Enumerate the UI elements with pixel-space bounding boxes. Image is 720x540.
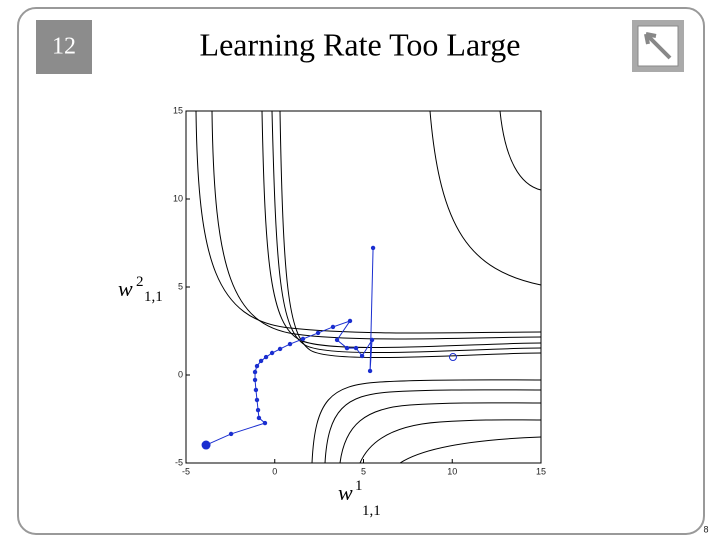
- contours: [195, 110, 542, 464]
- y-label-sup: 2: [136, 274, 144, 290]
- trajectory-point: [254, 363, 260, 369]
- trajectory-point: [359, 353, 365, 359]
- trajectory-point: [344, 345, 350, 351]
- x-label-base: w: [338, 480, 353, 505]
- trajectory-point: [300, 336, 306, 342]
- trajectory-point: [255, 407, 261, 413]
- y-tick-label: 5: [178, 281, 183, 291]
- x-tick-label: 0: [272, 466, 277, 476]
- trajectory-point: [256, 415, 262, 421]
- x-tick-label: 5: [361, 466, 366, 476]
- trajectory-point: [370, 245, 376, 251]
- trajectory-point: [353, 345, 359, 351]
- logo: [632, 20, 684, 72]
- trajectory-point: [252, 369, 258, 375]
- trajectory-point: [287, 341, 293, 347]
- x-tick-label: -5: [182, 466, 190, 476]
- y-label-base: w: [118, 276, 133, 301]
- x-label-sub: 1,1: [362, 503, 381, 519]
- x-tick-label: 10: [447, 466, 457, 476]
- trajectory-point: [367, 368, 373, 374]
- x-label-sup: 1: [355, 478, 363, 494]
- x-axis-label: w 1 1,1: [338, 478, 381, 519]
- y-label-sub: 1,1: [144, 289, 163, 305]
- trajectory-point: [330, 324, 336, 330]
- trajectory-point: [252, 377, 258, 383]
- trajectory-point: [258, 358, 264, 364]
- trajectory-point: [228, 431, 234, 437]
- minimum-point: [448, 353, 457, 362]
- trajectory-point: [347, 318, 353, 324]
- slide-frame: [17, 7, 705, 535]
- trajectory-point: [369, 337, 375, 343]
- trajectory-point: [262, 420, 268, 426]
- y-tick-label: 0: [178, 369, 183, 379]
- slide-number: 12: [52, 34, 76, 60]
- y-axis-label: w 2 1,1: [118, 274, 163, 305]
- trajectory-point: [334, 337, 340, 343]
- slide-number-box: [36, 20, 92, 74]
- footer: 8: [703, 524, 708, 534]
- plot-area: [185, 110, 542, 464]
- y-tick-label: 10: [173, 193, 183, 203]
- y-tick-label: 15: [173, 105, 183, 115]
- trajectory-point: [263, 354, 269, 360]
- trajectory-point: [253, 387, 259, 393]
- trajectory-point: [254, 397, 260, 403]
- trajectory-point: [277, 346, 283, 352]
- trajectory-point: [201, 440, 211, 450]
- x-tick-label: 15: [536, 466, 546, 476]
- trajectory-point: [269, 350, 275, 356]
- slide-title: Learning Rate Too Large: [200, 26, 521, 62]
- trajectory-point: [315, 330, 321, 336]
- y-tick-label: -5: [175, 457, 183, 467]
